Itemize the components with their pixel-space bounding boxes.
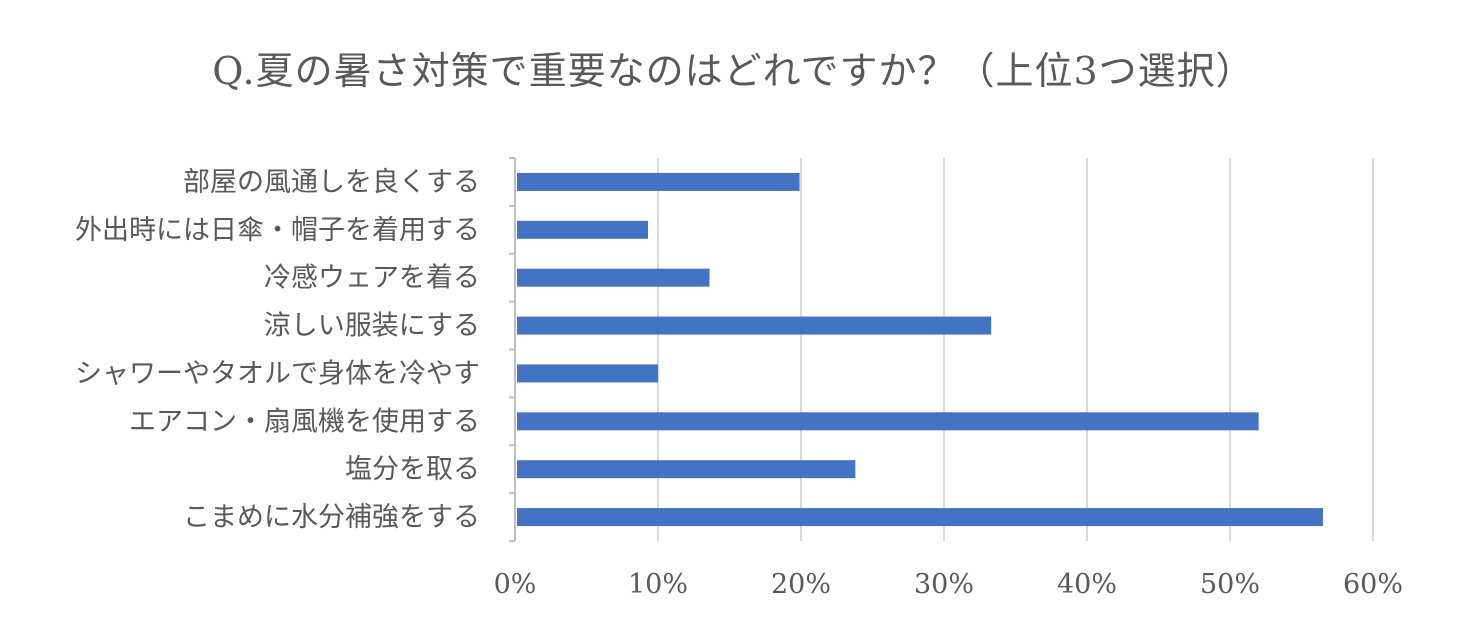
category-label: こまめに水分補強をする bbox=[183, 502, 480, 533]
x-tick-label: 20% bbox=[771, 569, 831, 600]
bar bbox=[517, 316, 992, 335]
chart-title: Q.夏の暑さ対策で重要なのはどれですか？（上位3つ選択） bbox=[212, 49, 1255, 93]
bar bbox=[517, 172, 800, 191]
bar bbox=[517, 220, 648, 239]
x-tick-label: 0% bbox=[494, 569, 537, 600]
x-tick-label: 50% bbox=[1200, 569, 1260, 600]
bar bbox=[517, 268, 710, 287]
category-label: 塩分を取る bbox=[345, 454, 480, 485]
category-label: 外出時には日傘・帽子を着用する bbox=[75, 215, 480, 246]
x-tick-label: 60% bbox=[1343, 569, 1403, 600]
category-label: 涼しい服装にする bbox=[264, 311, 480, 342]
category-label: 冷感ウェアを着る bbox=[264, 263, 480, 294]
bar bbox=[517, 460, 856, 479]
x-tick-label: 10% bbox=[628, 569, 688, 600]
category-label: 部屋の風通しを良くする bbox=[183, 167, 480, 198]
bar bbox=[517, 412, 1259, 431]
x-tick-label: 30% bbox=[914, 569, 974, 600]
category-label: シャワーやタオルで身体を冷やす bbox=[75, 358, 480, 389]
bar bbox=[517, 508, 1323, 527]
x-tick-label: 40% bbox=[1057, 569, 1117, 600]
category-label: エアコン・扇風機を使用する bbox=[129, 406, 480, 437]
bar bbox=[517, 364, 658, 383]
